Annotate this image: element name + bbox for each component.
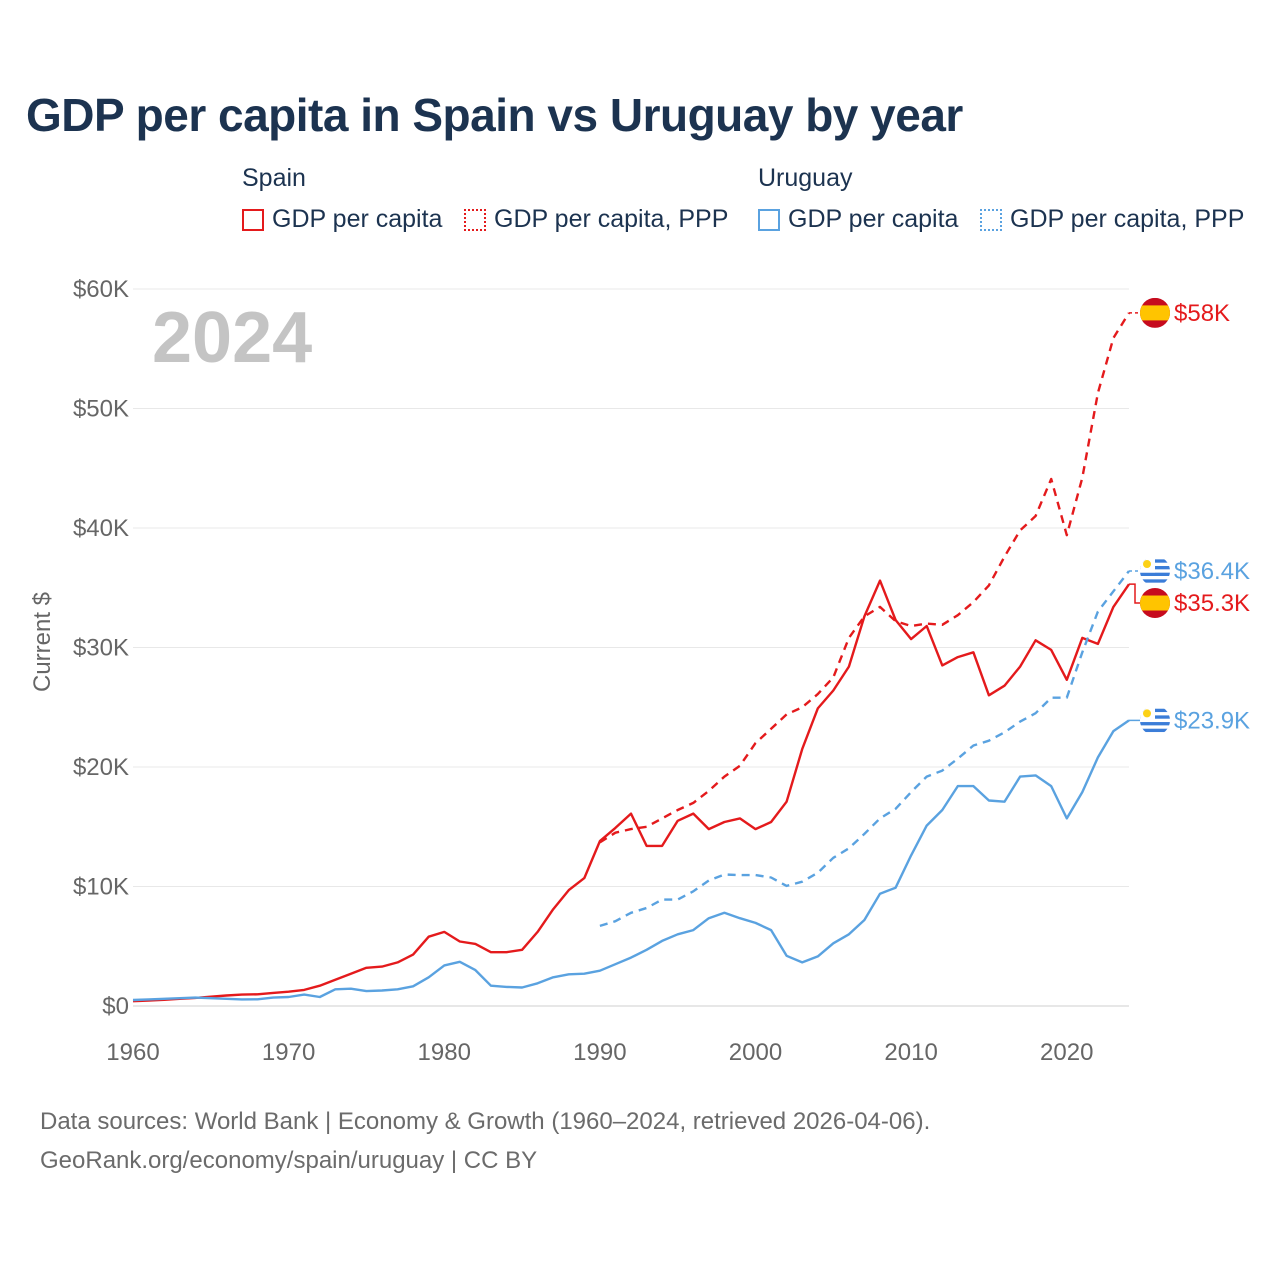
y-tick-label: $20K bbox=[73, 754, 129, 781]
footer-credit: GeoRank.org/economy/spain/uruguay | CC B… bbox=[40, 1147, 538, 1174]
legend-uruguay-ppp[interactable]: GDP per capita, PPP bbox=[980, 205, 1244, 234]
y-tick-label: $30K bbox=[73, 635, 129, 662]
legend-label: GDP per capita, PPP bbox=[1010, 205, 1245, 233]
x-tick-label: 2020 bbox=[1040, 1039, 1093, 1066]
end-value-label: $58K bbox=[1174, 300, 1230, 327]
y-tick-label: $10K bbox=[73, 874, 129, 901]
y-tick-label: $0 bbox=[102, 993, 129, 1020]
legend-label: GDP per capita, PPP bbox=[494, 205, 729, 233]
y-tick-label: $60K bbox=[73, 276, 129, 303]
legend-group-uruguay: Uruguay bbox=[758, 164, 853, 192]
legend-group-spain: Spain bbox=[242, 164, 306, 192]
series-line-3 bbox=[599, 570, 1130, 928]
x-tick-label: 1990 bbox=[573, 1039, 626, 1066]
uruguay-flag-icon bbox=[1140, 556, 1170, 587]
x-tick-label: 2010 bbox=[884, 1039, 937, 1066]
end-value-label: $36.4K bbox=[1174, 558, 1250, 585]
legend-swatch-solid-blue bbox=[758, 208, 780, 231]
y-tick-label: $40K bbox=[73, 515, 129, 542]
footer-sources: Data sources: World Bank | Economy & Gro… bbox=[40, 1108, 931, 1135]
legend-swatch-dotted-blue bbox=[980, 208, 1002, 231]
series-line-2 bbox=[132, 719, 1130, 1002]
legend-label: GDP per capita bbox=[788, 205, 959, 233]
x-tick-label: 1980 bbox=[418, 1039, 471, 1066]
series-line-1 bbox=[599, 312, 1131, 844]
end-label-connector bbox=[1129, 583, 1140, 604]
chart-title: GDP per capita in Spain vs Uruguay by ye… bbox=[26, 89, 963, 141]
end-value-label: $23.9K bbox=[1174, 707, 1250, 734]
uruguay-flag-icon bbox=[1140, 705, 1170, 736]
series-line-0 bbox=[132, 579, 1130, 1003]
y-axis-label: Current $ bbox=[29, 592, 56, 692]
spain-flag-icon bbox=[1140, 297, 1170, 328]
spain-flag-icon bbox=[1140, 588, 1170, 619]
legend-swatch-solid-red bbox=[242, 208, 264, 231]
legend-uruguay-gdp[interactable]: GDP per capita bbox=[758, 205, 958, 234]
legend-spain-gdp[interactable]: GDP per capita bbox=[242, 205, 442, 234]
legend-spain-ppp[interactable]: GDP per capita, PPP bbox=[464, 205, 728, 234]
x-tick-label: 1970 bbox=[262, 1039, 315, 1066]
end-value-label: $35.3K bbox=[1174, 590, 1250, 617]
legend-swatch-dotted-red bbox=[464, 208, 486, 231]
year-watermark: 2024 bbox=[152, 298, 312, 378]
x-tick-label: 1960 bbox=[106, 1039, 159, 1066]
x-tick-label: 2000 bbox=[729, 1039, 782, 1066]
legend-label: GDP per capita bbox=[272, 205, 443, 233]
y-tick-label: $50K bbox=[73, 396, 129, 423]
